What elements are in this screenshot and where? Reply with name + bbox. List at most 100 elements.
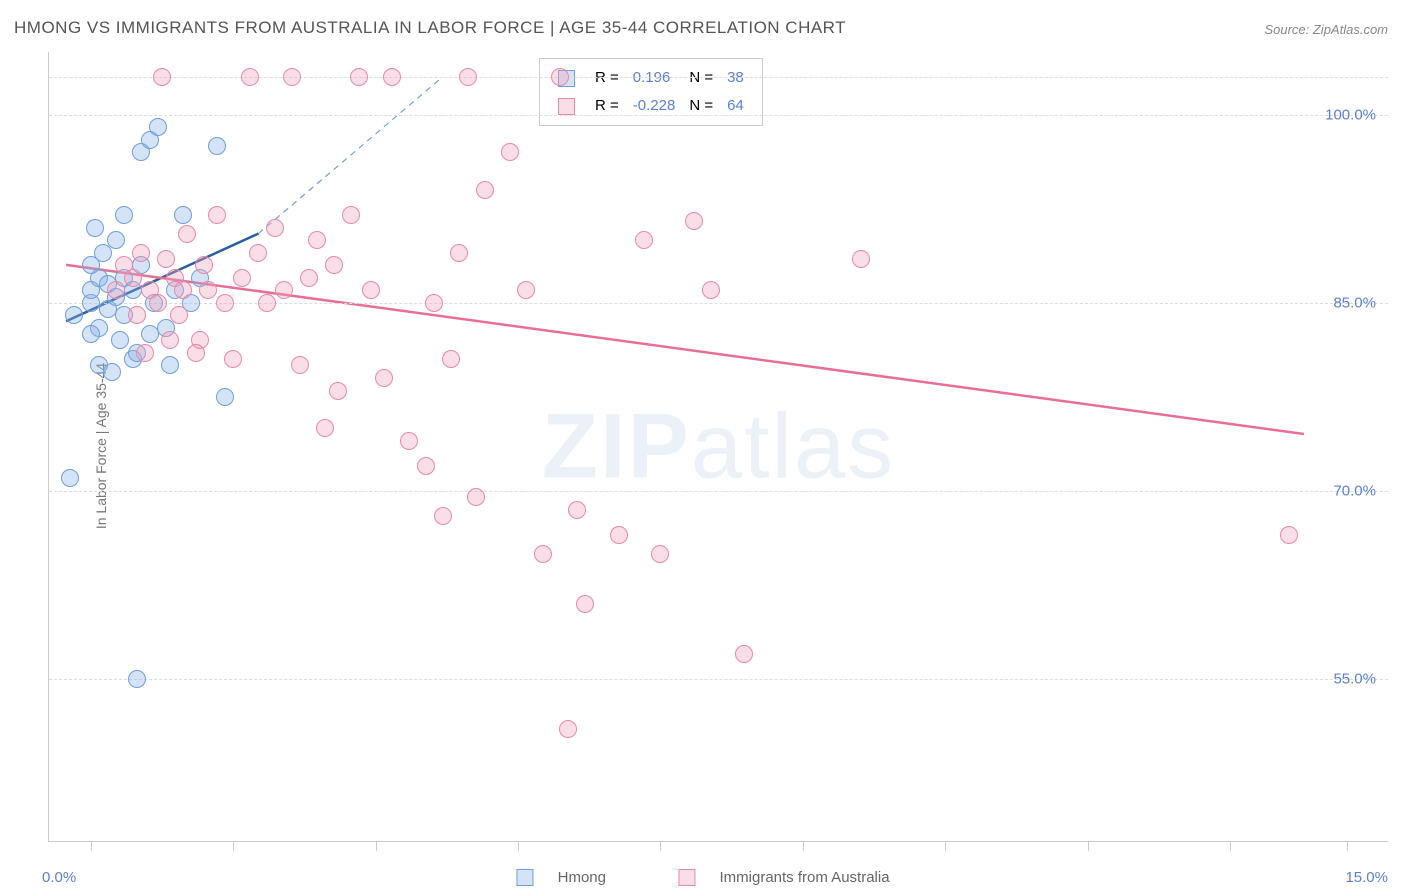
data-point <box>153 68 171 86</box>
data-point <box>685 212 703 230</box>
data-point <box>174 206 192 224</box>
data-point <box>149 294 167 312</box>
data-point <box>434 507 452 525</box>
data-point <box>136 344 154 362</box>
data-point <box>61 469 79 487</box>
data-point <box>65 306 83 324</box>
x-tick <box>233 841 234 851</box>
x-tick <box>660 841 661 851</box>
legend-label-1: Hmong <box>558 869 606 886</box>
data-point <box>383 68 401 86</box>
gridline <box>49 679 1388 680</box>
data-point <box>170 306 188 324</box>
data-point <box>735 645 753 663</box>
data-point <box>610 526 628 544</box>
data-point <box>128 670 146 688</box>
data-point <box>291 356 309 374</box>
data-point <box>241 68 259 86</box>
data-point <box>316 419 334 437</box>
bottom-legend: Hmong Immigrants from Australia <box>506 868 899 886</box>
data-point <box>275 281 293 299</box>
legend-swatch-1 <box>516 869 533 886</box>
data-point <box>517 281 535 299</box>
data-point <box>375 369 393 387</box>
data-point <box>1280 526 1298 544</box>
x-tick <box>91 841 92 851</box>
data-point <box>82 325 100 343</box>
swatch-series-2 <box>558 98 575 115</box>
x-axis-min-label: 0.0% <box>42 869 76 886</box>
data-point <box>400 432 418 450</box>
y-tick-label: 85.0% <box>1333 294 1376 311</box>
data-point <box>362 281 380 299</box>
data-point <box>195 256 213 274</box>
data-point <box>576 595 594 613</box>
data-point <box>467 488 485 506</box>
data-point <box>425 294 443 312</box>
data-point <box>442 350 460 368</box>
data-point <box>258 294 276 312</box>
data-point <box>417 457 435 475</box>
data-point <box>350 68 368 86</box>
watermark-bold: ZIP <box>542 395 691 497</box>
data-point <box>559 720 577 738</box>
correlation-key: R = 0.196 N = 38 R = -0.228 N = 64 <box>539 58 763 126</box>
gridline <box>49 115 1388 116</box>
data-point <box>124 269 142 287</box>
data-point <box>199 281 217 299</box>
data-point <box>568 501 586 519</box>
data-point <box>702 281 720 299</box>
data-point <box>115 206 133 224</box>
data-point <box>329 382 347 400</box>
data-point <box>476 181 494 199</box>
data-point <box>459 68 477 86</box>
data-point <box>157 250 175 268</box>
gridline <box>49 303 1388 304</box>
data-point <box>534 545 552 563</box>
data-point <box>141 325 159 343</box>
data-point <box>107 231 125 249</box>
data-point <box>103 363 121 381</box>
trend-overlay <box>49 52 1388 841</box>
data-point <box>216 294 234 312</box>
y-tick-label: 55.0% <box>1333 670 1376 687</box>
data-point <box>266 219 284 237</box>
data-point <box>187 344 205 362</box>
x-tick <box>1088 841 1089 851</box>
x-axis-max-label: 15.0% <box>1345 869 1388 886</box>
y-tick-label: 70.0% <box>1333 482 1376 499</box>
chart-container: HMONG VS IMMIGRANTS FROM AUSTRALIA IN LA… <box>0 0 1406 892</box>
data-point <box>249 244 267 262</box>
watermark-light: atlas <box>691 395 895 497</box>
x-tick <box>376 841 377 851</box>
legend-swatch-2 <box>678 869 695 886</box>
data-point <box>224 350 242 368</box>
x-tick <box>945 841 946 851</box>
data-point <box>283 68 301 86</box>
source-attribution: Source: ZipAtlas.com <box>1264 22 1388 37</box>
data-point <box>208 137 226 155</box>
data-point <box>86 219 104 237</box>
data-point <box>651 545 669 563</box>
data-point <box>107 281 125 299</box>
x-tick <box>803 841 804 851</box>
chart-title: HMONG VS IMMIGRANTS FROM AUSTRALIA IN LA… <box>14 18 846 38</box>
data-point <box>233 269 251 287</box>
plot-area: ZIPatlas R = 0.196 N = 38 R = -0.228 N =… <box>48 52 1388 842</box>
data-point <box>174 281 192 299</box>
x-tick <box>518 841 519 851</box>
data-point <box>128 306 146 324</box>
data-point <box>342 206 360 224</box>
data-point <box>161 331 179 349</box>
data-point <box>208 206 226 224</box>
y-tick-label: 100.0% <box>1325 106 1376 123</box>
data-point <box>635 231 653 249</box>
data-point <box>551 68 569 86</box>
data-point <box>178 225 196 243</box>
data-point <box>216 388 234 406</box>
data-point <box>111 331 129 349</box>
data-point <box>132 244 150 262</box>
data-point <box>501 143 519 161</box>
x-tick <box>1230 841 1231 851</box>
data-point <box>852 250 870 268</box>
